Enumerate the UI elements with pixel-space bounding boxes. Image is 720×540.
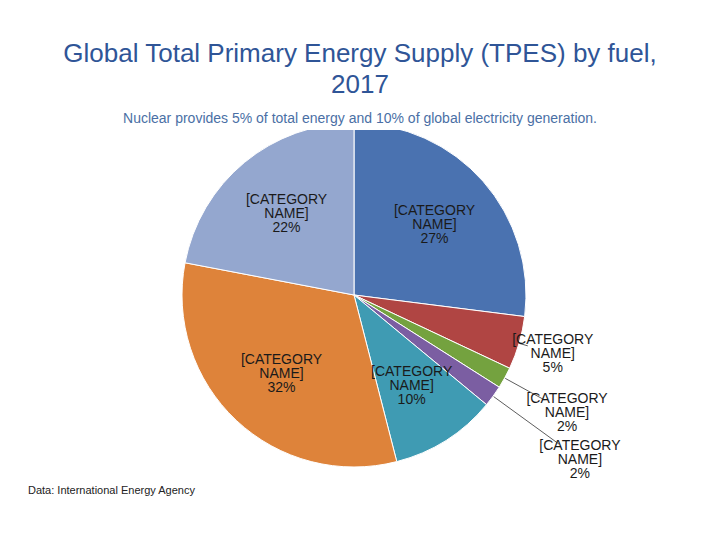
svg-text:[CATEGORYNAME]10%: [CATEGORYNAME]10%: [371, 363, 453, 407]
svg-text:[CATEGORYNAME]2%: [CATEGORYNAME]2%: [526, 390, 608, 434]
svg-text:[CATEGORYNAME]27%: [CATEGORYNAME]27%: [394, 202, 476, 246]
html-text:Nuclear provides 5% of total e: Nuclear provides 5% of total energy and …: [123, 110, 597, 126]
html-text:Data: International Energy Age: Data: International Energy Agency: [28, 484, 195, 496]
svg-text:[CATEGORYNAME]22%: [CATEGORYNAME]22%: [246, 191, 328, 235]
html-text:Global Total Primary Energy Su: Global Total Primary Energy Supply (TPES…: [63, 38, 657, 99]
svg-text:[CATEGORYNAME]32%: [CATEGORYNAME]32%: [241, 351, 323, 395]
svg-text:[CATEGORYNAME]5%: [CATEGORYNAME]5%: [512, 331, 594, 375]
svg-text:[CATEGORYNAME]2%: [CATEGORYNAME]2%: [539, 437, 621, 481]
